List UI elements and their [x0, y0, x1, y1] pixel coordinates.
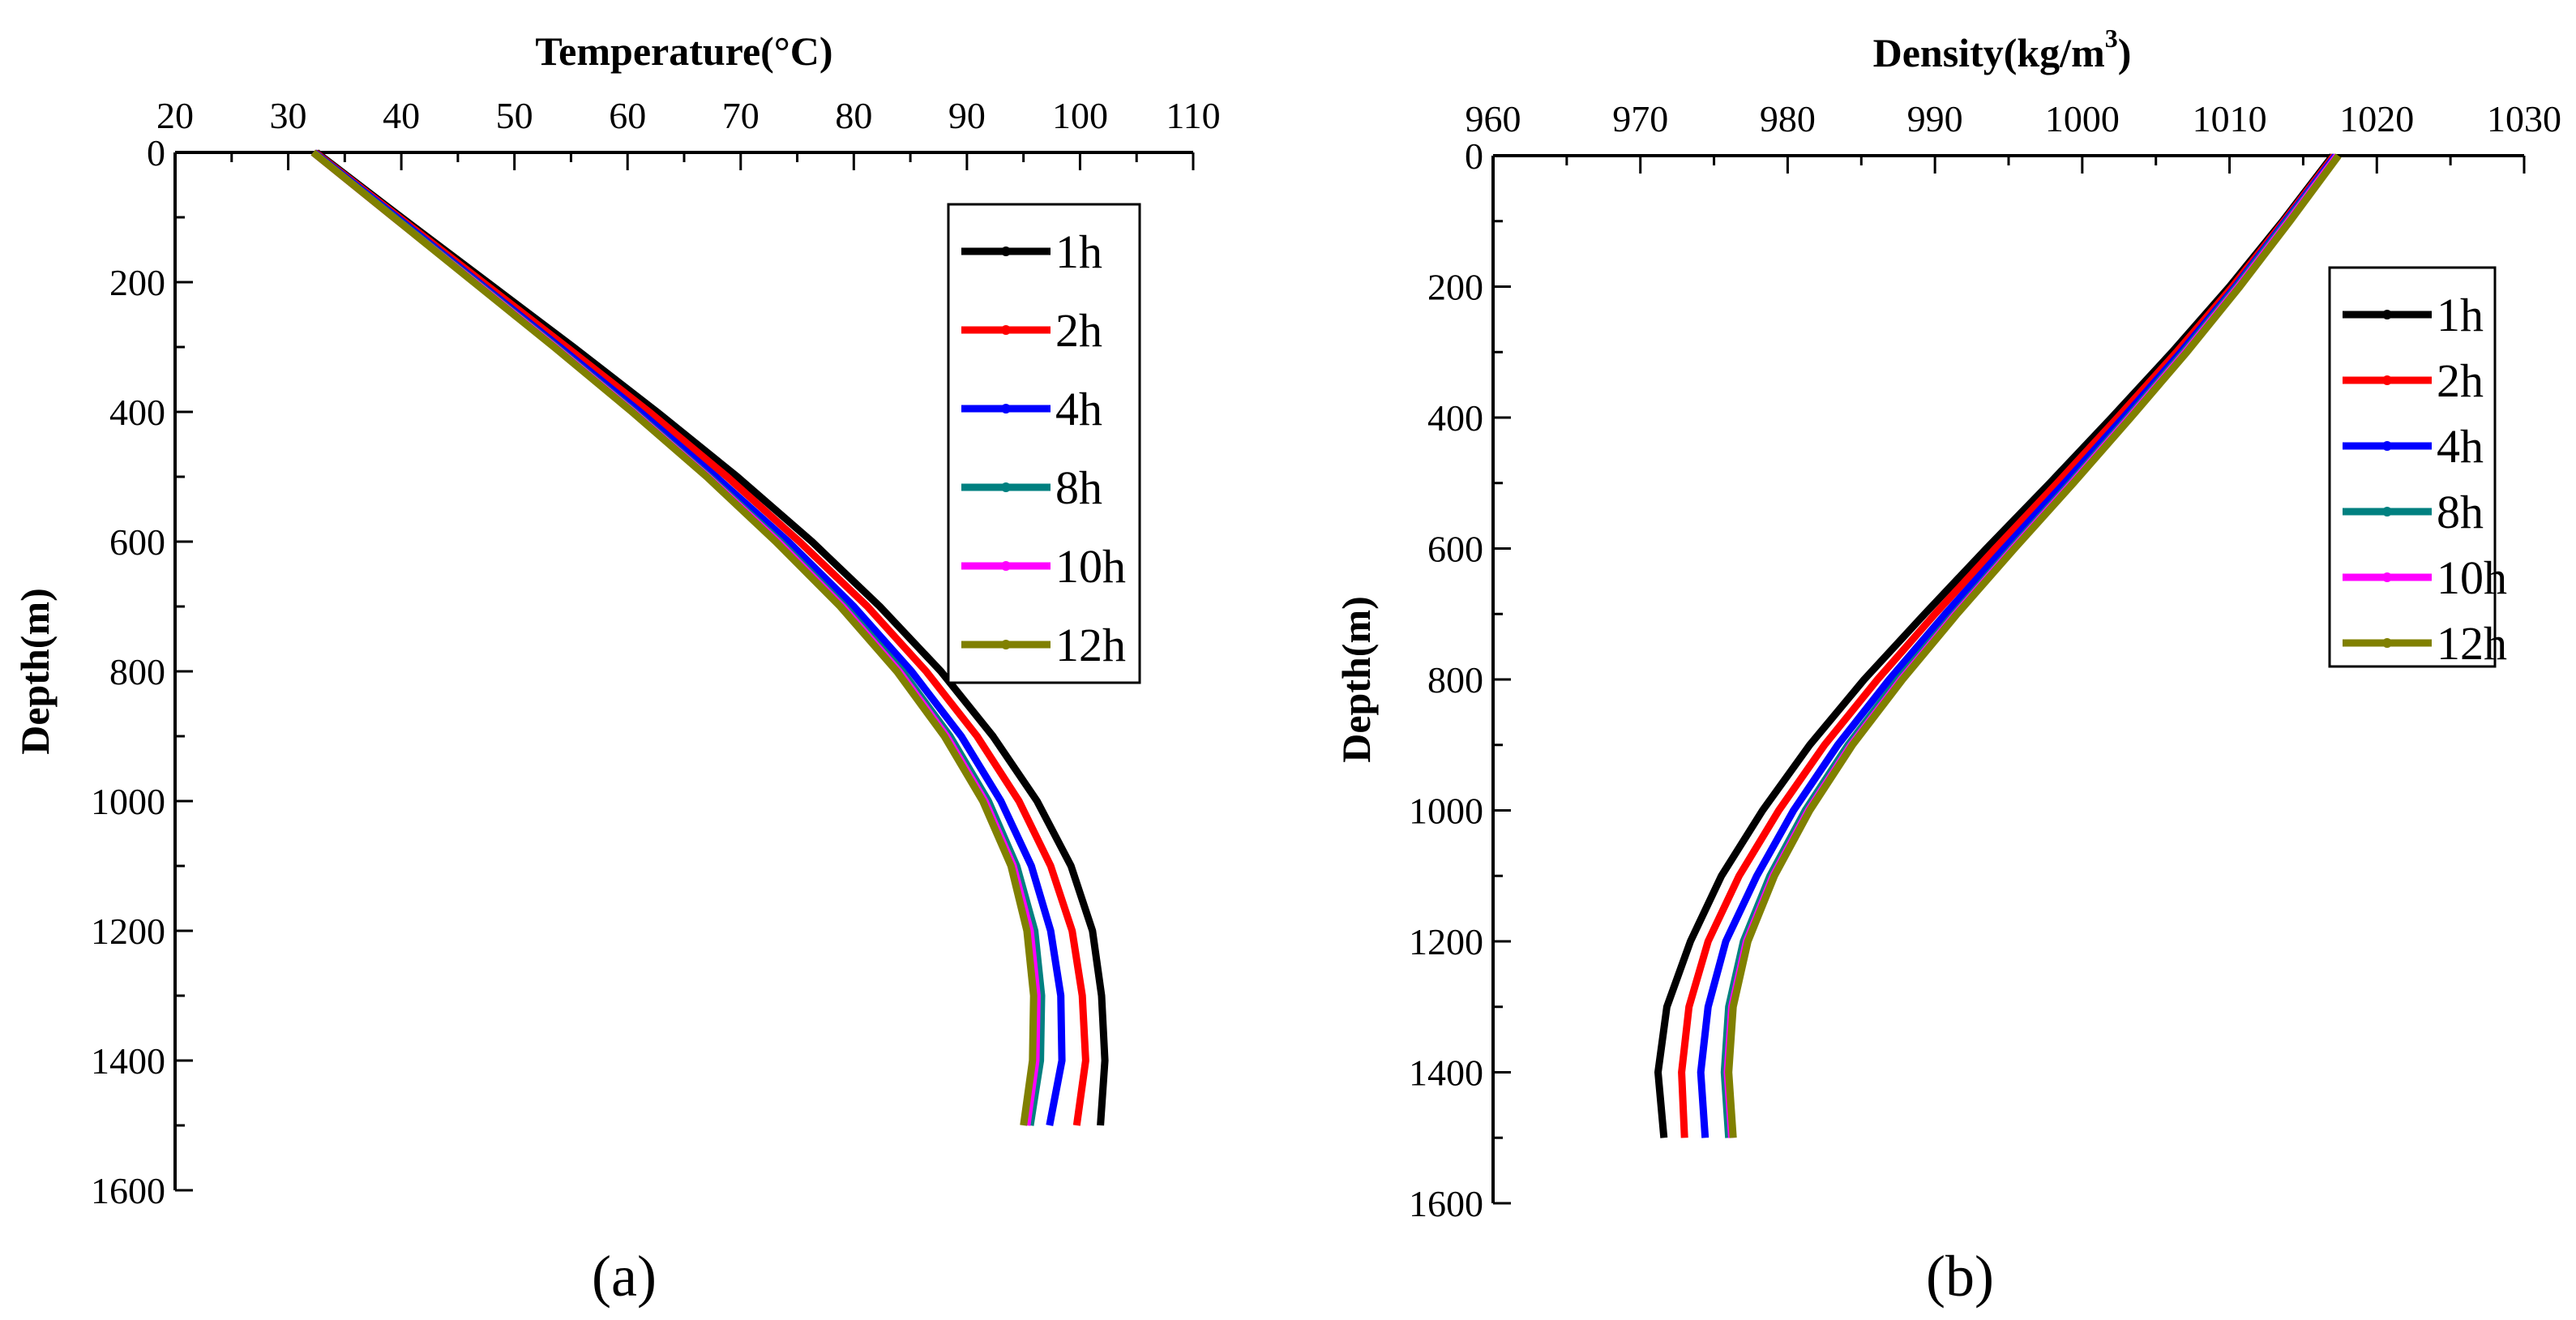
series-line-12h [1725, 153, 2342, 1138]
series-line-2h [1678, 153, 2338, 1138]
x-tick-label: 110 [1166, 95, 1220, 136]
x-tick-label: 100 [1052, 95, 1108, 136]
legend-box [947, 203, 1141, 684]
x-tick-label: 70 [722, 95, 760, 136]
x-tick-label: 40 [383, 95, 420, 136]
legend-marker-2h [1001, 325, 1011, 335]
series-line-1h [1654, 153, 2336, 1138]
legend-label: 2h [2437, 354, 2484, 407]
x-tick-label: 30 [270, 95, 307, 136]
x-tick-label: 1020 [2339, 98, 2414, 139]
y-axis-title: Depth(m) [1333, 596, 1379, 763]
y-tick-label: 1400 [1409, 1052, 1483, 1094]
legend-label: 8h [1055, 461, 1102, 514]
panel-caption: (a) [592, 1244, 657, 1309]
legend-marker-8h [1001, 482, 1011, 492]
legend-marker-1h [2382, 310, 2392, 319]
y-tick-label: 400 [109, 392, 165, 433]
legend-label: 10h [2437, 551, 2507, 604]
y-tick-label: 1200 [1409, 921, 1483, 962]
x-axis-title: Temperature(°C) [535, 28, 832, 74]
y-tick-label: 1000 [1409, 791, 1483, 832]
x-tick-label: 1030 [2487, 98, 2561, 139]
y-tick-label: 1000 [91, 781, 165, 822]
x-axis-title: Density(kg/m3) [1873, 24, 2132, 75]
legend-label: 1h [2437, 289, 2484, 341]
series-line-4h [1697, 153, 2339, 1138]
x-tick-label: 1000 [2045, 98, 2120, 139]
x-tick-label: 20 [156, 95, 194, 136]
panel-caption: (b) [1926, 1244, 1994, 1309]
legend-marker-10h [1001, 561, 1011, 571]
legend-marker-4h [1001, 404, 1011, 414]
y-tick-label: 800 [1427, 659, 1483, 701]
y-tick-label: 200 [109, 262, 165, 303]
x-axis-title-suffix: ) [2118, 30, 2132, 75]
x-tick-label: 960 [1466, 98, 1521, 139]
y-tick-label: 1600 [91, 1170, 165, 1211]
legend: 1h 2h 4h 8h 10h 12h [947, 203, 1141, 684]
y-tick-label: 1200 [91, 911, 165, 952]
x-tick-label: 60 [609, 95, 646, 136]
legend-label: 1h [1055, 225, 1102, 278]
legend-label: 10h [1055, 540, 1126, 593]
legend-marker-8h [2382, 507, 2392, 516]
legend: 1h 2h 4h 8h 10h 12h [2328, 266, 2507, 670]
legend-marker-12h [1001, 640, 1011, 649]
legend-marker-12h [2382, 638, 2392, 648]
legend-label: 2h [1055, 304, 1102, 357]
x-axis-title-superscript: 3 [2105, 24, 2118, 53]
series-line-10h [310, 149, 1041, 1126]
series-line-8h [310, 149, 1046, 1126]
x-tick-label: 50 [496, 95, 533, 136]
legend-label: 12h [1055, 619, 1126, 671]
y-tick-label: 200 [1427, 267, 1483, 308]
legend-label: 12h [2437, 617, 2507, 670]
x-tick-label: 90 [948, 95, 986, 136]
y-tick-label: 1600 [1409, 1183, 1483, 1224]
y-axis-title: Depth(m) [12, 588, 58, 755]
legend-marker-1h [1001, 246, 1011, 256]
x-tick-label: 1010 [2193, 98, 2267, 139]
y-tick-label: 0 [147, 132, 165, 174]
legend-box [2328, 266, 2497, 668]
y-tick-label: 0 [1465, 135, 1483, 177]
x-tick-label: 970 [1612, 98, 1668, 139]
y-tick-label: 1400 [91, 1040, 165, 1082]
x-axis-title-text: Density(kg/m [1873, 30, 2105, 75]
legend-label: 4h [1055, 383, 1102, 435]
y-tick-label: 600 [109, 521, 165, 563]
y-tick-label: 600 [1427, 529, 1483, 570]
y-tick-label: 800 [109, 651, 165, 692]
series-line-12h [310, 149, 1038, 1126]
legend-label: 4h [2437, 420, 2484, 473]
x-tick-label: 990 [1907, 98, 1963, 139]
x-tick-label: 980 [1760, 98, 1816, 139]
panel-a: 20 30 40 50 60 70 80 90 100 110 0 200 400 600 800 1000 1… [12, 28, 1221, 1309]
y-tick-label: 400 [1427, 397, 1483, 439]
series-line-10h [1723, 153, 2340, 1138]
panel-b: 960 970 980 990 1000 1010 1020 1030 0 200 400 600 80… [1333, 24, 2561, 1309]
x-tick-label: 80 [835, 95, 872, 136]
legend-marker-4h [2382, 441, 2392, 451]
legend-label: 8h [2437, 486, 2484, 538]
series-line-8h [1720, 153, 2340, 1138]
legend-marker-10h [2382, 572, 2392, 582]
legend-marker-2h [2382, 375, 2392, 385]
